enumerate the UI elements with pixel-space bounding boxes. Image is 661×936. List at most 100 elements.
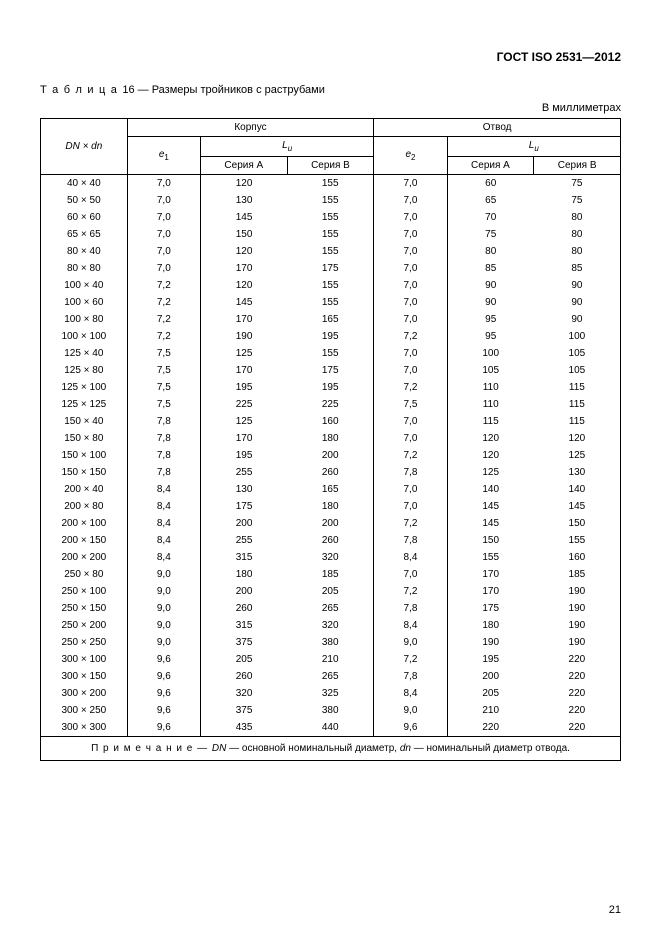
cell: 210 [447,702,534,719]
cell: 125 [534,447,621,464]
table-row: 250 × 1009,02002057,2170190 [41,583,621,600]
cell: 200 × 100 [41,515,128,532]
cell: 130 [200,481,287,498]
cell: 7,0 [374,277,447,294]
cell: 265 [287,668,374,685]
table-row: 150 × 407,81251607,0115115 [41,413,621,430]
cell: 9,6 [127,668,200,685]
cell: 200 [447,668,534,685]
cell: 170 [447,583,534,600]
cell: 7,5 [127,345,200,362]
cell: 185 [287,566,374,583]
table-row: 300 × 3009,64354409,6220220 [41,719,621,737]
cell: 190 [200,328,287,345]
cell: 100 × 60 [41,294,128,311]
note-t2: — основной номинальный диаметр, [226,743,400,754]
cell: 140 [534,481,621,498]
table-row: 80 × 807,01701757,08585 [41,260,621,277]
cell: 100 × 100 [41,328,128,345]
tees-table: DN × dn Корпус Отвод e1 Lu e2 Lu Серия A… [40,118,621,761]
cell: 60 × 60 [41,209,128,226]
cell: 7,0 [374,226,447,243]
cell: 220 [534,719,621,737]
col-seriesA-body: Серия A [200,157,287,175]
cell: 180 [447,617,534,634]
cell: 70 [447,209,534,226]
cell: 7,0 [374,192,447,209]
table-row: 200 × 1508,42552607,8150155 [41,532,621,549]
col-Lu-branch: Lu [447,137,620,157]
cell: 7,2 [374,583,447,600]
cell: 140 [447,481,534,498]
cell: 115 [534,396,621,413]
cell: 260 [200,668,287,685]
cell: 170 [200,311,287,328]
cell: 325 [287,685,374,702]
table-caption: Т а б л и ц а 16 — Размеры тройников с р… [40,84,621,96]
cell: 110 [447,379,534,396]
cell: 9,6 [127,719,200,737]
cell: 195 [200,379,287,396]
cell: 85 [447,260,534,277]
cell: 180 [200,566,287,583]
cell: 375 [200,702,287,719]
cell: 320 [287,617,374,634]
cell: 60 [447,175,534,193]
cell: 125 × 80 [41,362,128,379]
cell: 150 × 40 [41,413,128,430]
cell: 9,6 [127,702,200,719]
cell: 7,8 [127,464,200,481]
cell: 320 [200,685,287,702]
cell: 9,0 [127,600,200,617]
cell: 440 [287,719,374,737]
cell: 150 × 100 [41,447,128,464]
cell: 145 [447,498,534,515]
cell: 7,8 [374,464,447,481]
table-row: 150 × 1007,81952007,2120125 [41,447,621,464]
table-row: 150 × 1507,82552607,8125130 [41,464,621,481]
cell: 90 [534,294,621,311]
cell: 170 [447,566,534,583]
cell: 220 [534,685,621,702]
table-row: 100 × 407,21201557,09090 [41,277,621,294]
cell: 200 [287,447,374,464]
cell: 115 [447,413,534,430]
cell: 7,5 [127,379,200,396]
cell: 255 [200,532,287,549]
cell: 155 [287,209,374,226]
cell: 7,0 [374,243,447,260]
col-seriesA-branch: Серия A [447,157,534,175]
cell: 8,4 [127,481,200,498]
note-dn-upper: DN [212,743,226,754]
table-note: П р и м е ч а н и е — DN — основной номи… [41,737,621,761]
cell: 9,0 [374,702,447,719]
cell: 200 [200,515,287,532]
table-row: 200 × 2008,43153208,4155160 [41,549,621,566]
cell: 300 × 200 [41,685,128,702]
cell: 205 [200,651,287,668]
cell: 115 [534,413,621,430]
cell: 7,0 [374,345,447,362]
cell: 80 × 80 [41,260,128,277]
cell: 100 [447,345,534,362]
cell: 9,6 [127,685,200,702]
cell: 175 [287,260,374,277]
cell: 125 × 40 [41,345,128,362]
cell: 8,4 [127,515,200,532]
cell: 8,4 [127,549,200,566]
cell: 220 [534,702,621,719]
cell: 160 [287,413,374,430]
cell: 100 [534,328,621,345]
cell: 220 [534,651,621,668]
cell: 120 [200,277,287,294]
cell: 155 [287,192,374,209]
page-number: 21 [609,904,621,916]
cell: 315 [200,617,287,634]
cell: 8,4 [374,617,447,634]
cell: 90 [447,277,534,294]
cell: 100 × 40 [41,277,128,294]
cell: 7,0 [127,175,200,193]
cell: 250 × 200 [41,617,128,634]
table-row: 100 × 807,21701657,09590 [41,311,621,328]
cell: 255 [200,464,287,481]
